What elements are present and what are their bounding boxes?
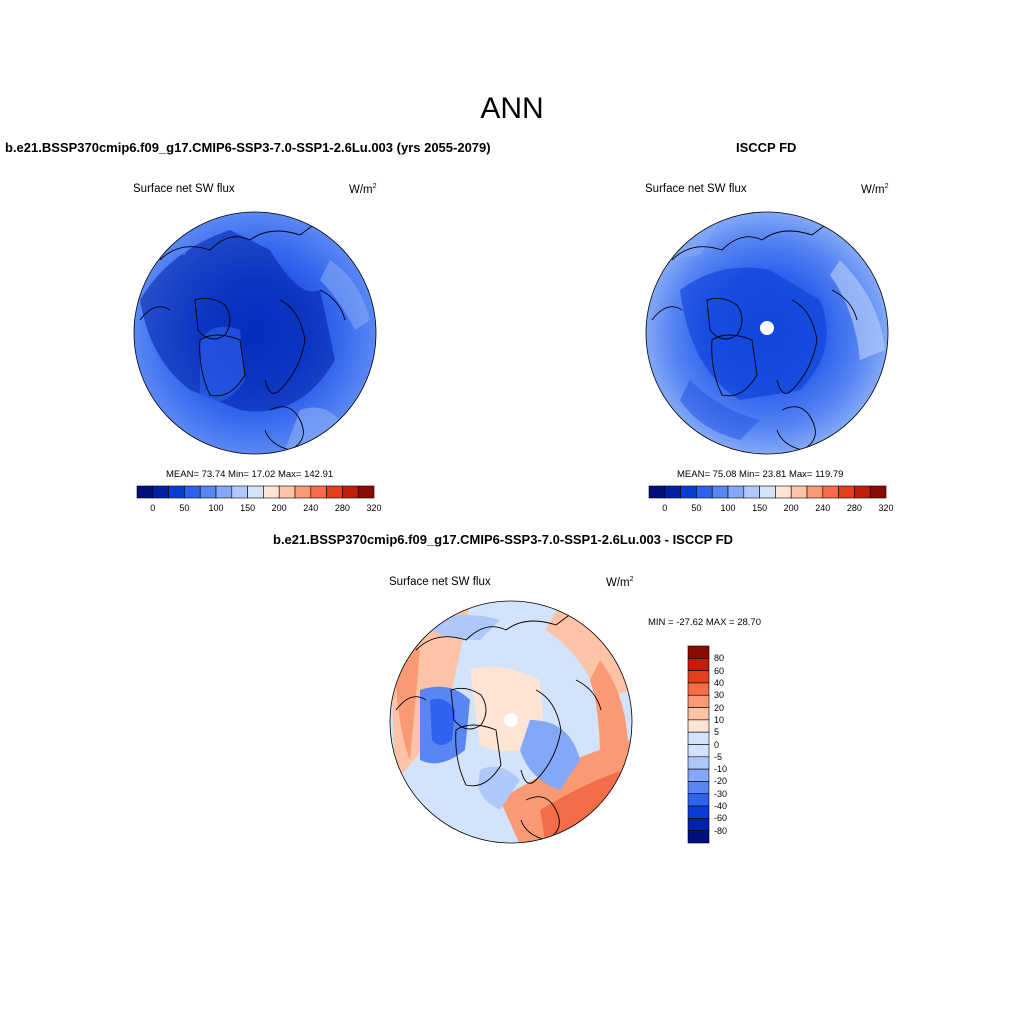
colorbar-tick-label: 150: [752, 503, 768, 513]
colorbar-swatch: [310, 485, 327, 499]
colorbar-tick-label: 150: [240, 503, 256, 513]
colorbar-tick-label: -5: [714, 751, 723, 762]
colorbar-swatch: [664, 485, 681, 499]
colorbar-tick-label: 50: [691, 503, 702, 513]
colorbar-swatch: [136, 485, 154, 499]
colorbar-swatch: [357, 485, 375, 499]
model-colorbar: [136, 485, 375, 499]
colorbar-swatch: [278, 485, 296, 499]
colorbar-tick-label: 20: [714, 702, 725, 713]
diff-units-label: W/m2: [606, 576, 634, 589]
colorbar-swatch: [775, 485, 792, 499]
colorbar-swatch: [168, 485, 185, 499]
colorbar-swatch: [790, 485, 808, 499]
diff-colorbar-ticks: 80 60 40 30 20 10 5 0 -5 -10 -20 -30 -40 -60 -80: [688, 0, 748, 1024]
colorbar-tick-label: -10: [714, 764, 728, 775]
colorbar-swatch: [294, 485, 312, 499]
colorbar-tick-label: -20: [714, 776, 728, 787]
colorbar-tick-label: 0: [714, 739, 720, 750]
colorbar-tick-label: 240: [303, 503, 319, 513]
obs-polar-gap: [760, 321, 774, 335]
colorbar-swatch: [759, 485, 776, 499]
colorbar-tick-label: 30: [714, 690, 725, 701]
colorbar-swatch: [869, 485, 887, 499]
colorbar-swatch: [184, 485, 201, 499]
colorbar-swatch: [215, 485, 233, 499]
colorbar-tick-label: 80: [714, 653, 725, 664]
colorbar-swatch: [806, 485, 824, 499]
diff-panel-title: b.e21.BSSP370cmip6.f09_g17.CMIP6-SSP3-7.…: [273, 532, 734, 547]
colorbar-swatch: [342, 485, 359, 499]
colorbar-swatch: [648, 485, 666, 499]
colorbar-tick-label: 40: [714, 677, 725, 688]
colorbar-tick-label: 320: [366, 503, 382, 513]
colorbar-swatch: [854, 485, 871, 499]
colorbar-tick-label: 0: [150, 503, 156, 513]
colorbar-tick-label: 280: [334, 503, 350, 513]
colorbar-swatch: [152, 485, 169, 499]
diff-polar-gap: [504, 713, 518, 727]
diff-variable-label: Surface net SW flux: [389, 576, 491, 588]
colorbar-swatch: [247, 485, 264, 499]
colorbar-tick-label: 0: [662, 503, 668, 513]
model-units-label: W/m2: [349, 183, 377, 196]
colorbar-tick-label: 60: [714, 665, 725, 676]
colorbar-tick-label: 50: [179, 503, 190, 513]
main-title: ANN: [480, 92, 544, 125]
colorbar-swatch: [687, 830, 710, 844]
colorbar-swatch: [838, 485, 855, 499]
colorbar-tick-label: 200: [783, 503, 799, 513]
colorbar-tick-label: -80: [714, 825, 728, 836]
colorbar-tick-label: 240: [815, 503, 831, 513]
colorbar-tick-label: -40: [714, 801, 728, 812]
colorbar-swatch: [822, 485, 839, 499]
colorbar-swatch: [263, 485, 280, 499]
colorbar-tick-label: 320: [878, 503, 894, 513]
colorbar-tick-label: 5: [714, 727, 720, 738]
colorbar-swatch: [231, 485, 248, 499]
colorbar-tick-label: 100: [720, 503, 736, 513]
diff-stats: MIN = -27.62 MAX = 28.70: [648, 617, 762, 628]
colorbar-swatch: [326, 485, 343, 499]
diff-colorbar: [687, 645, 710, 844]
obs-stats: MEAN= 75.08 Min= 23.81 Max= 119.79: [677, 469, 844, 480]
obs-units-label: W/m2: [861, 183, 889, 196]
colorbar-tick-label: 100: [208, 503, 224, 513]
model-stats: MEAN= 73.74 Min= 17.02 Max= 142.91: [166, 469, 334, 480]
colorbar-tick-label: 10: [714, 714, 725, 725]
colorbar-tick-label: -30: [714, 788, 728, 799]
obs-colorbar: [648, 485, 887, 499]
obs-variable-label: Surface net SW flux: [645, 183, 747, 195]
colorbar-tick-label: 200: [271, 503, 287, 513]
colorbar-tick-label: 280: [846, 503, 862, 513]
model-panel-title: b.e21.BSSP370cmip6.f09_g17.CMIP6-SSP3-7.…: [5, 140, 491, 155]
model-variable-label: Surface net SW flux: [133, 183, 235, 195]
colorbar-tick-label: -60: [714, 813, 728, 824]
colorbar-swatch: [199, 485, 217, 499]
obs-panel-title: ISCCP FD: [736, 140, 797, 155]
